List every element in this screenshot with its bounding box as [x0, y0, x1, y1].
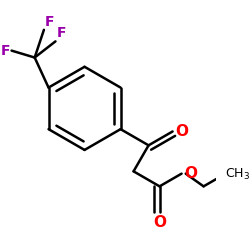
Text: O: O	[153, 214, 166, 230]
Text: O: O	[184, 166, 197, 181]
Text: F: F	[45, 15, 54, 29]
Text: CH$_3$: CH$_3$	[225, 167, 250, 182]
Text: O: O	[175, 124, 188, 139]
Text: F: F	[1, 44, 11, 58]
Text: F: F	[56, 26, 66, 40]
